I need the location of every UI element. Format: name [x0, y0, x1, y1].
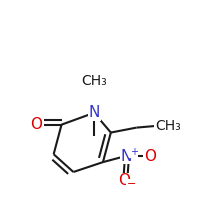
Text: N: N: [88, 105, 100, 120]
Text: −: −: [126, 179, 136, 189]
Text: O: O: [30, 117, 42, 132]
Text: CH₃: CH₃: [81, 74, 107, 88]
Text: CH₃: CH₃: [155, 119, 181, 133]
Text: O: O: [118, 173, 130, 188]
Text: O: O: [144, 149, 156, 164]
Text: +: +: [130, 147, 138, 157]
Text: N: N: [121, 149, 132, 164]
